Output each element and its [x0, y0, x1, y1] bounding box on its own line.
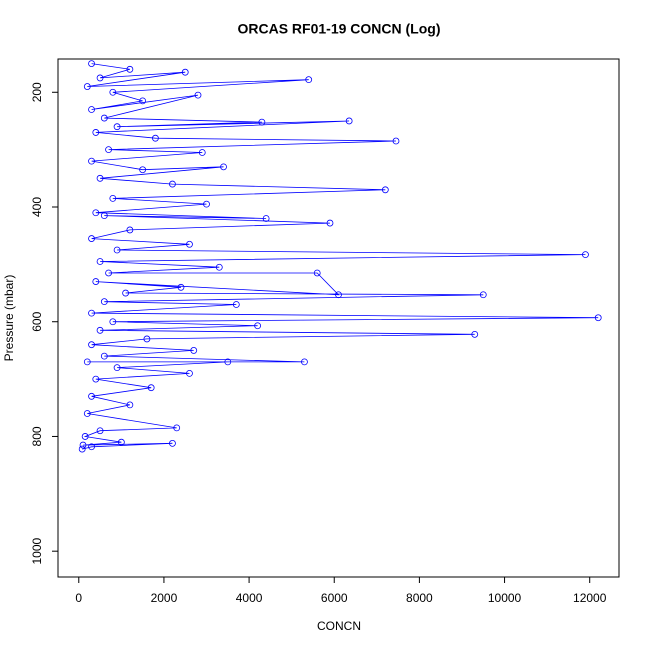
chart-title: ORCAS RF01-19 CONCN (Log): [237, 21, 440, 37]
data-point: [92, 129, 100, 136]
data-point: [190, 347, 198, 354]
data-line: [82, 63, 599, 450]
data-point: [83, 83, 91, 90]
data-point: [147, 384, 155, 392]
data-point: [83, 410, 91, 417]
data-point: [381, 186, 389, 194]
data-point: [224, 358, 232, 366]
data-point: [139, 166, 147, 174]
data-point: [126, 65, 134, 73]
data-point: [88, 443, 95, 451]
data-point: [258, 118, 266, 126]
data-point: [88, 309, 95, 317]
x-tick-label: 8000: [406, 591, 433, 605]
data-point: [88, 341, 95, 349]
data-point: [392, 137, 400, 145]
y-axis-label: Pressure (mbar): [2, 275, 16, 362]
data-point: [126, 226, 134, 234]
data-point: [139, 97, 147, 105]
y-tick-label: 800: [30, 426, 44, 446]
data-point: [471, 330, 479, 338]
data-point: [215, 263, 223, 271]
data-point: [88, 157, 95, 165]
data-point: [113, 246, 121, 254]
data-point: [198, 149, 206, 156]
data-point: [177, 283, 185, 291]
data-point: [305, 76, 313, 84]
data-point: [582, 251, 589, 259]
data-point: [194, 91, 202, 99]
data-point: [301, 358, 308, 366]
data-point: [232, 301, 240, 308]
data-point: [335, 291, 342, 299]
data-point: [186, 240, 193, 248]
plot-frame: [57, 58, 620, 578]
data-point: [109, 318, 117, 326]
data-point: [92, 278, 100, 285]
data-point: [92, 209, 100, 217]
data-point: [143, 335, 151, 343]
data-point: [122, 289, 130, 297]
data-point: [100, 352, 108, 360]
data-point: [262, 215, 270, 222]
data-point: [126, 401, 134, 409]
data-point: [105, 269, 112, 277]
data-point: [88, 392, 95, 400]
data-point: [479, 291, 487, 299]
y-tick-label: 600: [30, 311, 44, 331]
data-point: [96, 258, 104, 265]
data-point: [313, 269, 321, 277]
y-tick-label: 1000: [30, 538, 44, 565]
data-point: [181, 68, 189, 76]
data-point: [117, 438, 125, 446]
y-tick-label: 200: [30, 82, 44, 102]
data-point: [78, 445, 86, 453]
data-point: [81, 433, 89, 440]
data-point: [326, 219, 334, 227]
data-point: [169, 180, 176, 188]
data-point: [88, 106, 95, 113]
data-point: [594, 314, 602, 322]
data-point: [100, 298, 108, 306]
x-tick-label: 0: [75, 591, 82, 605]
data-point: [113, 123, 121, 131]
x-tick-label: 12000: [573, 591, 607, 605]
data-point: [88, 60, 95, 67]
x-axis-label: CONCN: [317, 619, 361, 633]
data-point: [100, 212, 108, 220]
data-point: [220, 163, 227, 171]
data-point: [113, 364, 121, 372]
data-point: [100, 114, 108, 122]
data-point: [254, 322, 262, 330]
data-point: [173, 424, 181, 432]
data-point: [92, 375, 100, 383]
data-point: [96, 326, 104, 334]
data-point: [96, 174, 104, 182]
data-point: [203, 200, 210, 208]
x-tick-label: 6000: [321, 591, 348, 605]
data-point: [345, 117, 353, 125]
data-point: [186, 369, 193, 377]
data-point: [96, 427, 104, 435]
data-point: [152, 134, 159, 142]
data-point: [169, 439, 176, 447]
data-point: [79, 441, 87, 449]
x-tick-label: 10000: [488, 591, 522, 605]
data-point: [88, 235, 95, 242]
data-point: [109, 194, 117, 202]
data-point: [109, 88, 117, 96]
data-point: [83, 358, 91, 366]
y-tick-label: 400: [30, 197, 44, 217]
data-point: [96, 74, 104, 82]
x-tick-label: 2000: [151, 591, 178, 605]
x-tick-label: 4000: [236, 591, 263, 605]
data-point: [105, 146, 112, 154]
